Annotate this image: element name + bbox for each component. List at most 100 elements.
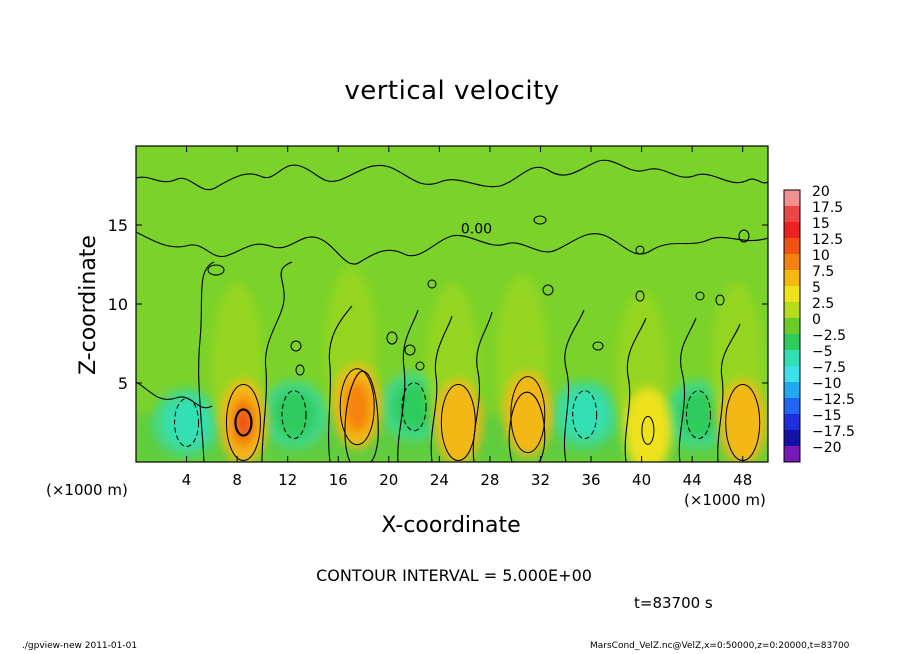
contour-bubble xyxy=(635,245,645,255)
zero-contour xyxy=(136,231,768,265)
colorbar-swatch xyxy=(784,206,800,223)
contour-bubble xyxy=(386,331,398,345)
x-axis-label: X-coordinate xyxy=(0,513,904,538)
updraft-contour xyxy=(339,368,375,446)
updraft-contour xyxy=(641,415,655,445)
colorbar-label: −7.5 xyxy=(812,360,846,376)
contour-label: 0.00 xyxy=(461,222,492,238)
colorbar-swatch xyxy=(784,446,800,463)
updraft-contour xyxy=(225,384,261,461)
colorbar-label: 12.5 xyxy=(812,232,843,248)
downdraft-contour xyxy=(281,390,307,440)
contour-bubble xyxy=(207,264,225,276)
downdraft-contour xyxy=(572,390,598,440)
colorbar-swatch xyxy=(784,334,800,351)
contour-interval: CONTOUR INTERVAL = 5.000E+00 xyxy=(0,566,904,585)
zero-contour xyxy=(717,323,741,462)
downdraft-contour xyxy=(174,398,200,447)
x-tick-label: 24 xyxy=(430,471,449,489)
contour-bubble xyxy=(592,341,604,351)
x-tick-label: 36 xyxy=(581,471,600,489)
colorbar-swatch xyxy=(784,302,800,319)
x-tick-label: 48 xyxy=(733,471,752,489)
zero-contour xyxy=(430,315,453,462)
contour-bubble xyxy=(404,344,416,356)
contour-bubble xyxy=(427,279,437,289)
colorbar-label: 10 xyxy=(812,248,830,264)
y-axis-label: Z-coordinate xyxy=(76,235,101,375)
contour-interval-text: CONTOUR INTERVAL = 5.000E+00 xyxy=(316,566,592,585)
y-tick-label: 15 xyxy=(108,216,128,235)
updraft-plume xyxy=(325,266,382,449)
x-tick-label: 16 xyxy=(329,471,348,489)
contour-bubble xyxy=(695,291,705,301)
chart-title: vertical velocity xyxy=(344,76,560,106)
footer-program: ./gpview-new 2011-01-01 xyxy=(22,641,138,651)
x-axis-label-text: X-coordinate xyxy=(381,513,521,538)
colorbar-label: −10 xyxy=(812,376,842,392)
contour-bubble xyxy=(635,290,645,302)
zero-contour xyxy=(624,317,647,462)
colorbar-swatch xyxy=(784,222,800,239)
updraft-contour xyxy=(440,384,476,461)
colorbar-swatch xyxy=(784,238,800,255)
zero-contour xyxy=(198,261,215,462)
contour-bubble xyxy=(533,215,547,225)
colorbar-label: −2.5 xyxy=(812,328,846,344)
zero-contour xyxy=(678,317,697,462)
contour-bubble xyxy=(415,361,425,371)
y-axis: 5 10 15 xyxy=(108,216,768,393)
updraft-plume xyxy=(710,282,767,462)
colorbar-swatch xyxy=(784,430,800,447)
colorbar-frame xyxy=(783,189,801,463)
contour-lines: 0.00 xyxy=(136,159,768,462)
downdraft-core xyxy=(152,388,221,457)
colorbar-swatch xyxy=(784,382,800,399)
colorbar-label: 2.5 xyxy=(812,296,834,312)
zero-contour xyxy=(563,309,585,462)
x-tick-label: 4 xyxy=(182,471,192,489)
x-unit-right: (×1000 m) xyxy=(684,491,766,509)
x-tick-label: 28 xyxy=(480,471,499,489)
colorbar-label: 17.5 xyxy=(812,200,843,216)
zero-contour xyxy=(508,391,546,462)
x-tick-label: 12 xyxy=(278,471,297,489)
colorbar-label: −5 xyxy=(812,344,833,360)
x-tick-label: 44 xyxy=(683,471,702,489)
contour-bubble xyxy=(295,364,305,376)
colorbar-label: −15 xyxy=(812,408,842,424)
footer-source: MarsCond_VelZ.nc@VelZ,x=0:50000,z=0:2000… xyxy=(590,641,850,651)
zero-contour xyxy=(397,309,419,462)
updraft-plume xyxy=(495,274,552,457)
colorbar-label: 5 xyxy=(812,280,821,296)
zero-contour xyxy=(344,370,379,462)
downdraft-contour xyxy=(401,382,427,432)
colorbar-swatch xyxy=(784,270,800,287)
zero-contour xyxy=(136,381,213,409)
contour-bubble xyxy=(290,340,302,352)
colorbar-swatch xyxy=(784,286,800,303)
colorbar-label: 0 xyxy=(812,312,821,328)
colorbar-label: −20 xyxy=(812,440,842,456)
x-tick-label: 32 xyxy=(531,471,550,489)
y-tick-label: 5 xyxy=(118,374,128,393)
x-tick-label: 20 xyxy=(379,471,398,489)
colorbar-swatch xyxy=(784,254,800,271)
downdraft-contour xyxy=(685,390,711,440)
x-tick-label: 40 xyxy=(632,471,651,489)
y-tick-label: 10 xyxy=(108,295,128,314)
colorbar-swatch xyxy=(784,190,800,207)
colorbar-label: −17.5 xyxy=(812,424,855,440)
zero-contour xyxy=(261,261,293,462)
colorbar-swatch xyxy=(784,350,800,367)
colorbar-label: −12.5 xyxy=(812,392,855,408)
updraft-plume xyxy=(615,290,672,462)
updraft-plume xyxy=(426,282,483,462)
colorbar-label: 20 xyxy=(812,184,830,200)
colorbar-swatch xyxy=(784,318,800,335)
time-label: t=83700 s xyxy=(634,594,713,612)
updraft-contour xyxy=(510,376,546,454)
zero-contour xyxy=(328,305,353,462)
